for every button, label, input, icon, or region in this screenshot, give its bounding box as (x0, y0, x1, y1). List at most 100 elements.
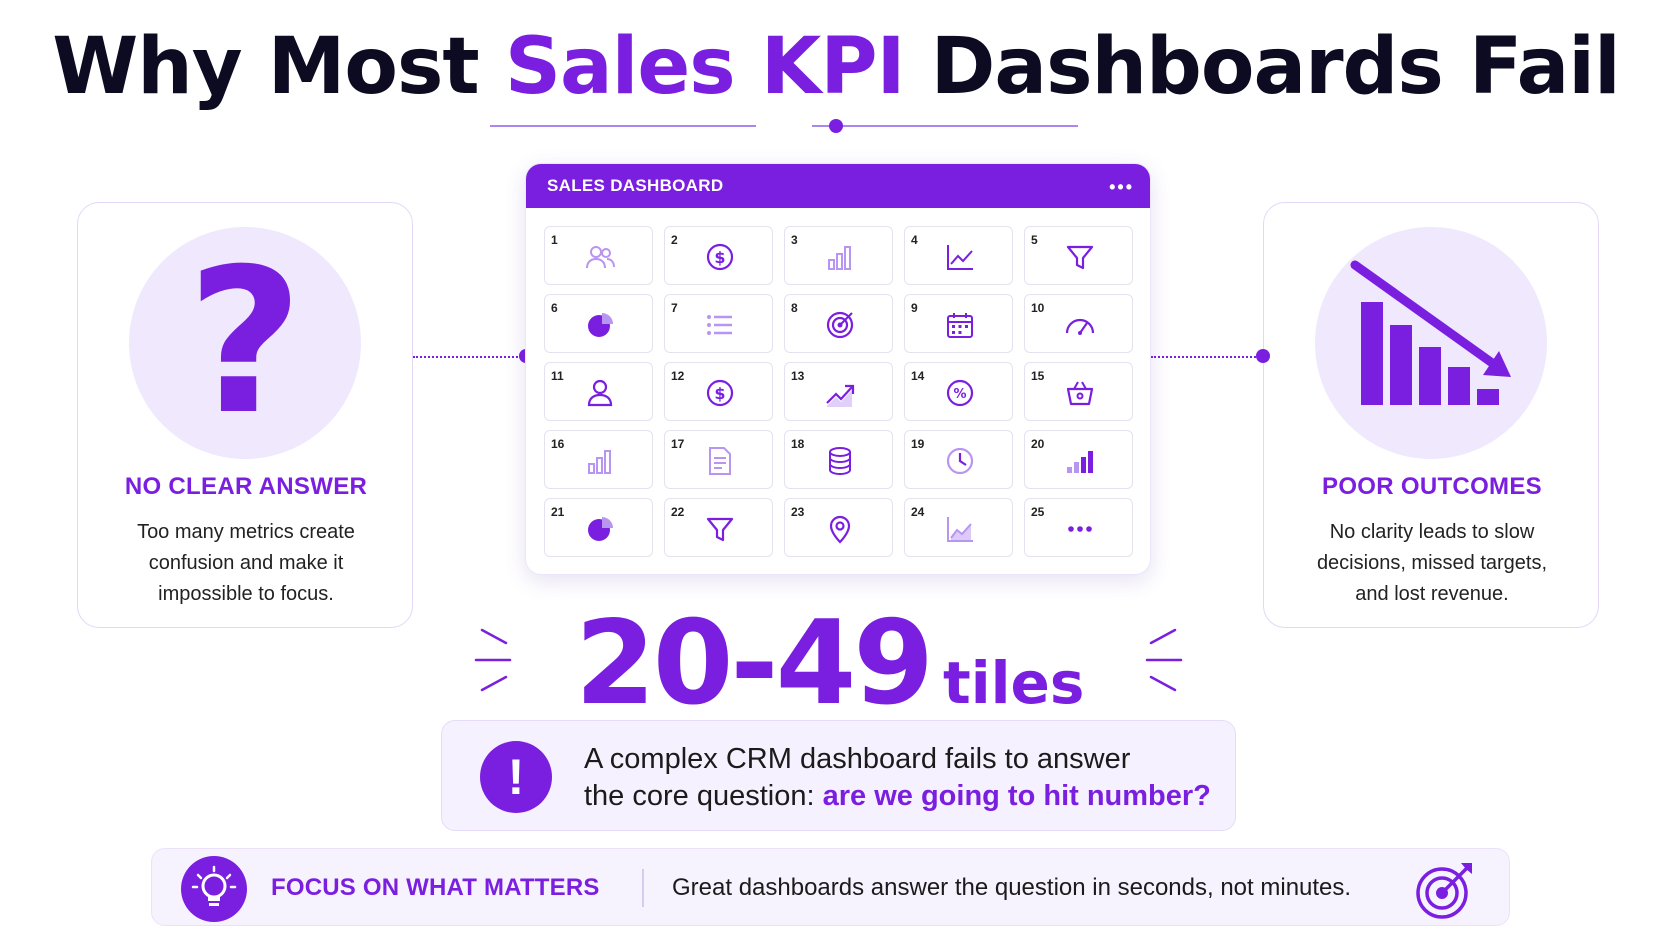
tile-number: 12 (671, 369, 685, 383)
dashboard-tile[interactable]: 20 (1024, 430, 1133, 489)
question-circle: ? (129, 227, 361, 459)
dashboard-title: SALES DASHBOARD (547, 176, 724, 195)
tile-number: 8 (791, 301, 798, 315)
calendar-icon (947, 313, 973, 338)
svg-text:%: % (953, 387, 966, 402)
dashboard-tile[interactable]: 7 (664, 294, 773, 353)
database-icon (829, 447, 851, 476)
svg-text:$: $ (714, 248, 725, 267)
card-heading: NO CLEAR ANSWER (124, 473, 368, 500)
tile-number: 9 (911, 301, 918, 315)
line-chart-icon (947, 245, 973, 270)
tile-number: 17 (671, 437, 685, 451)
pie-chart-icon (588, 313, 613, 337)
tile-number: 24 (911, 505, 925, 519)
card-line: No clarity leads to slow (1329, 521, 1535, 543)
poor-outcomes-card: POOR OUTCOMES No clarity leads to slow d… (1263, 202, 1599, 628)
callout-line1: A complex CRM dashboard fails to answer (584, 743, 1131, 775)
title-part2: Dashboards Fail (904, 22, 1621, 112)
dashboard-tile[interactable]: 22 (664, 498, 773, 557)
tile-number: 15 (1031, 369, 1045, 383)
dashboard-tile[interactable]: 4 (904, 226, 1013, 285)
callout-line2: the core question: are we going to hit n… (584, 778, 1211, 815)
tile-number: 6 (551, 301, 558, 315)
title-divider-dot (829, 119, 843, 133)
svg-text:$: $ (714, 384, 725, 403)
dashboard-tile[interactable]: 5 (1024, 226, 1133, 285)
dashboard-tile[interactable]: 18 (784, 430, 893, 489)
dashboard-tile[interactable]: 8 (784, 294, 893, 353)
tile-number: 11 (551, 369, 564, 383)
dollar-icon: $ (706, 243, 734, 271)
dashboard-tile[interactable]: 9 (904, 294, 1013, 353)
tile-grid: 1 2 $3 4 5 6 7 8 9 10 11 12 $13 14% 15 16 17 18 19 20 21 22 23… (544, 226, 1134, 557)
tile-number: 19 (911, 437, 925, 451)
dashboard-tile[interactable]: 1 (544, 226, 653, 285)
tile-number: 5 (1031, 233, 1038, 247)
crm-callout: ! A complex CRM dashboard fails to answe… (441, 720, 1236, 831)
tile-number: 3 (791, 233, 798, 247)
dashboard-tile[interactable]: 6 (544, 294, 653, 353)
bar-chart-icon (828, 246, 851, 270)
dashboard-tile[interactable]: 16 (544, 430, 653, 489)
footer-title: FOCUS ON WHAT MATTERS (271, 874, 600, 901)
card-line: impossible to focus. (158, 583, 334, 605)
no-clear-answer-card: ? NO CLEAR ANSWER Too many metrics creat… (77, 202, 413, 628)
bar-chart-icon (588, 450, 611, 474)
question-mark-icon: ? (186, 226, 303, 459)
dollar-icon: $ (706, 379, 734, 407)
stat-unit: tiles (943, 649, 1085, 717)
tile-count-stat: 20-49 tiles (575, 596, 1085, 731)
dashboard-tile[interactable]: 11 (544, 362, 653, 421)
callout-prefix: the core question: (584, 780, 823, 812)
card-line: Too many metrics create (137, 521, 355, 543)
dashboard-tile[interactable]: 19 (904, 430, 1013, 489)
title-divider-right (812, 125, 1078, 127)
dashboard-tile[interactable]: 12 $ (664, 362, 773, 421)
dashboard-tile[interactable]: 3 (784, 226, 893, 285)
dashboard-tile[interactable]: 24 (904, 498, 1013, 557)
card-description: No clarity leads to slow decisions, miss… (1292, 517, 1572, 610)
dashboard-tile[interactable]: 10 (1024, 294, 1133, 353)
dashboard-tile[interactable]: 14% (904, 362, 1013, 421)
tile-number: 1 (551, 233, 558, 247)
users-icon (586, 246, 615, 269)
dashboard-tile[interactable]: 25 (1024, 498, 1133, 557)
trend-up-icon (826, 384, 855, 407)
left-connector (413, 356, 525, 358)
callout-highlight: are we going to hit number? (822, 780, 1211, 812)
basket-icon (1066, 381, 1094, 406)
dashboard-tile[interactable]: 23 (784, 498, 893, 557)
dashboard-tile[interactable]: 15 (1024, 362, 1133, 421)
more-icon (1068, 526, 1092, 532)
declining-bar-chart-icon (1350, 260, 1511, 405)
dashboard-tile[interactable]: 2 $ (664, 226, 773, 285)
more-options-icon[interactable]: ••• (1109, 177, 1134, 197)
list-icon (707, 315, 732, 335)
page-title: Why Most Sales KPI Dashboards Fail (0, 22, 1672, 112)
focus-footer: FOCUS ON WHAT MATTERS Great dashboards a… (151, 848, 1510, 926)
exclamation-icon: ! (480, 741, 552, 813)
title-accent: Sales KPI (504, 22, 906, 112)
document-icon (709, 447, 731, 475)
target-arrow-icon (1416, 863, 1472, 919)
funnel-icon (706, 517, 734, 542)
dashboard-header: SALES DASHBOARD ••• (526, 164, 1150, 208)
funnel-icon (1066, 245, 1094, 270)
tile-number: 4 (911, 233, 918, 247)
footer-divider (642, 869, 644, 907)
tile-number: 25 (1031, 505, 1045, 519)
card-heading: POOR OUTCOMES (1322, 473, 1542, 500)
target-icon (826, 311, 854, 339)
sales-dashboard-mockup: SALES DASHBOARD ••• 1 2 $3 4 5 6 7 8 9 10 11 12 $13 1… (525, 163, 1151, 575)
card-line: and lost revenue. (1355, 583, 1509, 605)
tile-number: 13 (791, 369, 805, 383)
dashboard-tile[interactable]: 21 (544, 498, 653, 557)
card-line: decisions, missed targets, (1316, 552, 1548, 574)
tile-number: 21 (551, 505, 565, 519)
tile-number: 23 (791, 505, 805, 519)
footer-text: Great dashboards answer the question in … (672, 874, 1352, 901)
dashboard-tile[interactable]: 13 (784, 362, 893, 421)
dashboard-tile[interactable]: 17 (664, 430, 773, 489)
pie-chart-icon (588, 517, 613, 541)
